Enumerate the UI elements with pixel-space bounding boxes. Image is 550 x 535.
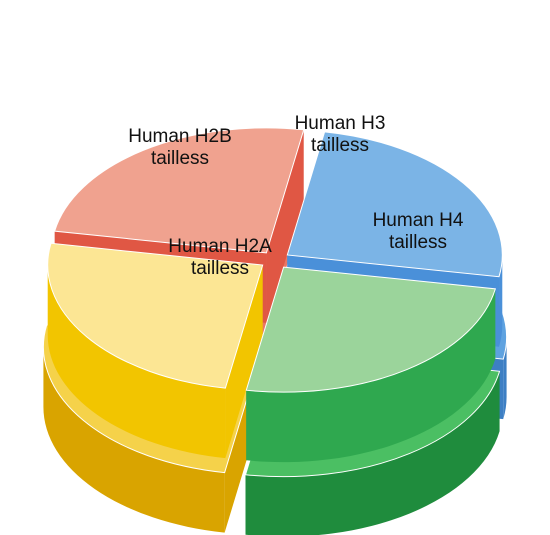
pie-svg [0,0,550,535]
top-h3-top [287,132,502,277]
top-h2b-top [55,128,304,253]
histone-pie-diagram: Human H3 taillessHuman H4 taillessHuman … [0,0,550,535]
